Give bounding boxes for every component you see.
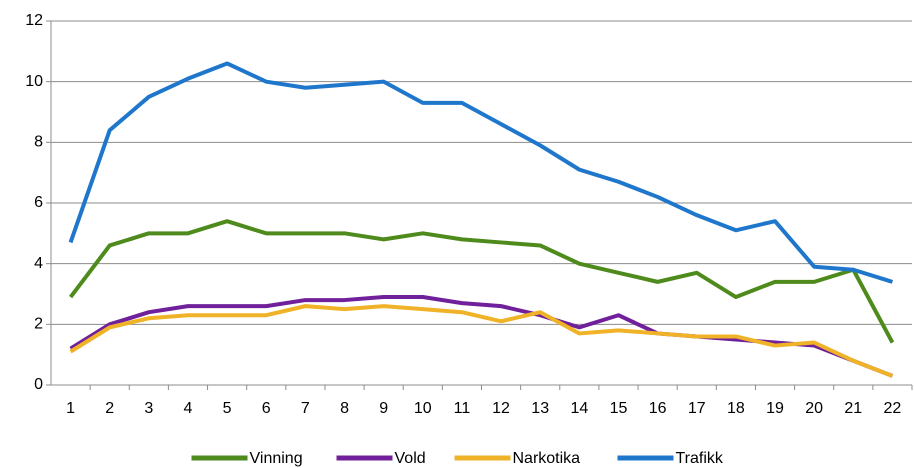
line-series [68, 219, 895, 344]
line-series [69, 295, 894, 378]
x-tick-label: 2 [105, 400, 114, 417]
x-tick-label: 21 [844, 400, 862, 417]
x-tick-label: 22 [884, 400, 902, 417]
y-tick-label: 0 [34, 376, 43, 393]
x-tick-label: 20 [805, 400, 823, 417]
x-tick-label: 16 [649, 400, 667, 417]
y-tick-label: 12 [25, 12, 43, 29]
x-tick-label: 6 [262, 400, 271, 417]
x-tick-label: 4 [184, 400, 193, 417]
x-tick-label: 19 [766, 400, 784, 417]
x-tick-label: 15 [610, 400, 628, 417]
legend-label: Vold [395, 450, 426, 467]
legend-label: Narkotika [513, 450, 581, 467]
legend-label: Trafikk [676, 450, 724, 467]
y-tick-label: 2 [34, 316, 43, 333]
x-tick-label: 10 [414, 400, 432, 417]
line-series [69, 304, 894, 378]
line-series [68, 61, 894, 284]
legend-label: Vinning [250, 450, 303, 467]
x-tick-label: 18 [727, 400, 745, 417]
x-tick-label: 11 [454, 400, 471, 417]
x-tick-label: 3 [144, 400, 153, 417]
x-tick-label: 5 [223, 400, 232, 417]
x-tick-label: 17 [688, 400, 706, 417]
x-tick-label: 1 [66, 400, 75, 417]
x-tick-label: 9 [379, 400, 388, 417]
x-tick-label: 8 [340, 400, 349, 417]
x-tick-label: 7 [301, 400, 310, 417]
x-tick-label: 13 [531, 400, 549, 417]
x-tick-label: 14 [570, 400, 588, 417]
x-tick-label: 12 [492, 400, 510, 417]
y-tick-label: 6 [34, 194, 43, 211]
y-tick-label: 4 [34, 255, 43, 272]
y-tick-label: 10 [25, 73, 43, 90]
y-tick-label: 8 [34, 134, 43, 151]
